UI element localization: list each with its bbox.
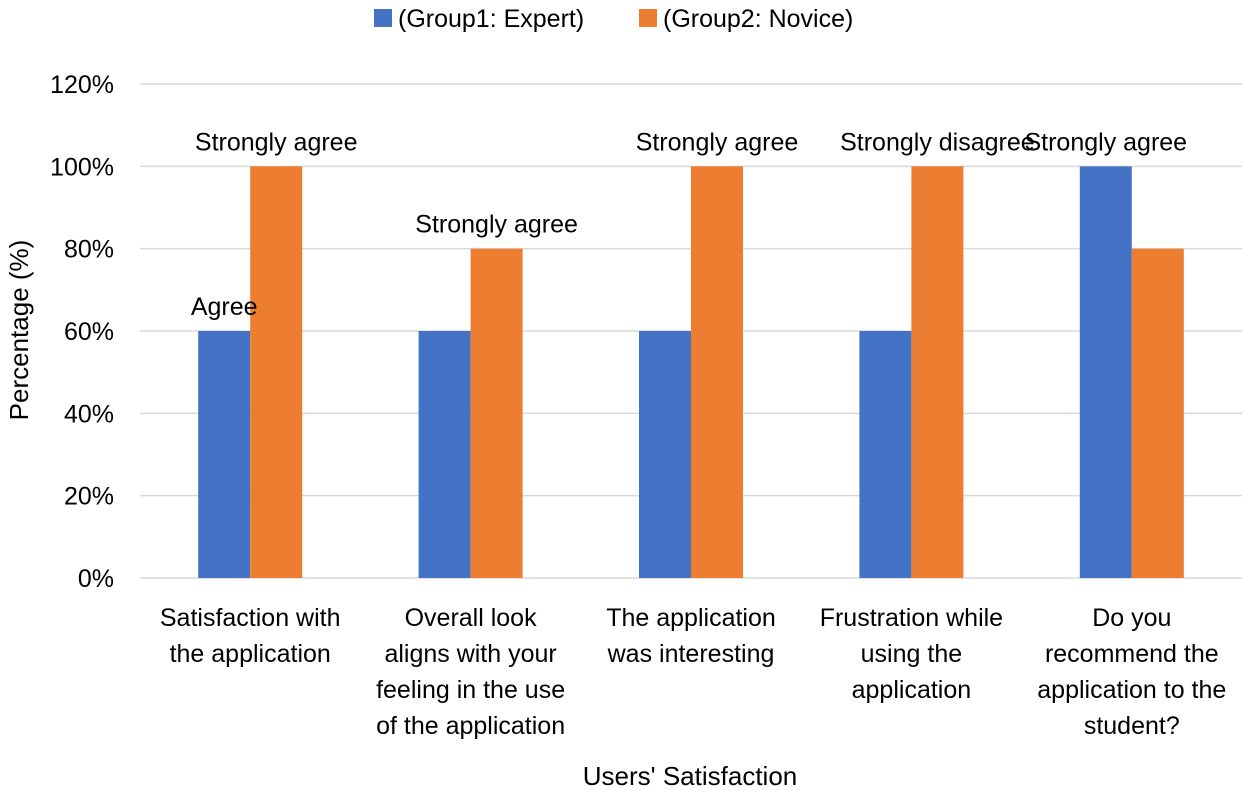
- bar-expert-3: [639, 331, 691, 578]
- y-axis-title: Percentage (%): [4, 240, 34, 421]
- bars: [198, 166, 1184, 579]
- bar-novice-5: [1131, 248, 1184, 578]
- x-axis-categories: Satisfaction with the application Overall …: [160, 604, 1226, 740]
- x-category-label: Satisfaction with the application: [160, 604, 341, 668]
- y-tick-label: 100%: [50, 153, 114, 181]
- y-tick-label: 40%: [64, 400, 114, 428]
- bar-expert-2: [418, 331, 471, 578]
- y-tick-label: 80%: [64, 236, 114, 264]
- bar-novice-1: [250, 166, 303, 579]
- legend-label: (Group1: Expert): [398, 5, 584, 33]
- bar-expert-1: [198, 331, 251, 578]
- x-category-label: Do you recommend the application to the stu…: [1037, 604, 1226, 740]
- data-label: Strongly agree: [415, 211, 578, 239]
- y-axis-ticks: 0% 20% 40% 60% 80% 100% 120%: [50, 71, 114, 593]
- data-label: Strongly agree: [195, 128, 358, 156]
- y-tick-label: 120%: [50, 71, 114, 99]
- data-label: Strongly agree: [636, 128, 799, 156]
- legend-label: (Group2: Novice): [663, 5, 853, 33]
- legend: (Group1: Expert) (Group2: Novice): [374, 5, 853, 33]
- y-tick-label: 0%: [78, 565, 114, 593]
- legend-swatch: [639, 9, 657, 27]
- bar-novice-3: [691, 166, 743, 579]
- x-category-label: Overall look aligns with your feeling in t…: [376, 604, 565, 740]
- y-tick-label: 20%: [64, 483, 114, 511]
- legend-swatch: [374, 9, 392, 27]
- bar-novice-4: [911, 166, 964, 579]
- y-tick-label: 60%: [64, 318, 114, 346]
- x-axis-title: Users' Satisfaction: [583, 761, 798, 791]
- x-category-label: The application was interesting: [606, 604, 776, 668]
- bar-expert-5: [1079, 166, 1132, 579]
- bar-novice-2: [470, 248, 523, 578]
- x-category-label: Frustration while using the application: [820, 604, 1003, 704]
- data-label: Strongly agree: [1024, 128, 1187, 156]
- bar-expert-4: [859, 331, 912, 578]
- data-label: Strongly disagree: [840, 128, 1035, 156]
- data-label: Agree: [191, 293, 258, 321]
